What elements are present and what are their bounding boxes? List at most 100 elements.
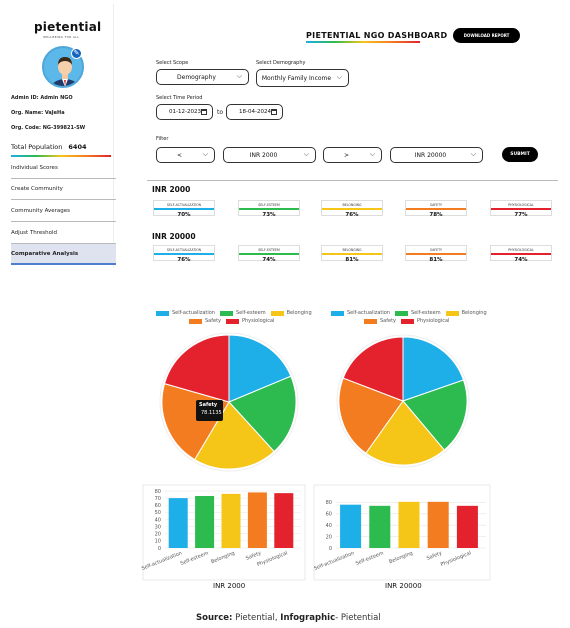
logo-tagline: WELLBEING FOR ALL	[43, 35, 80, 39]
pie-slice-physiological	[163, 334, 230, 403]
calendar-icon[interactable]	[271, 109, 277, 115]
score-card: BELONGING 81%	[321, 245, 383, 263]
pie-slice-physiological	[342, 336, 404, 402]
sidebar-item-create-community[interactable]: Create Community	[11, 179, 116, 200]
download-report-button[interactable]: DOWNLOAD REPORT	[453, 28, 520, 43]
score-card-value: 74%	[262, 257, 276, 263]
app-logo: pietential	[34, 20, 102, 34]
score-card-label: SELF-ESTEEM	[258, 248, 280, 252]
tooltip-value: 78.1135	[201, 410, 222, 416]
sidebar-item-comparative-analysis[interactable]: Comparative Analysis	[11, 244, 116, 265]
income-select-1-value: INR 2000	[249, 151, 278, 159]
submit-button[interactable]: SUBMIT	[502, 147, 538, 162]
legend-label: Safety	[205, 318, 221, 324]
legend-label: Physiological	[417, 318, 450, 324]
pie-tooltip: Safety 78.1135	[196, 400, 223, 421]
y-tick-label: 80	[326, 500, 332, 506]
legend-swatch	[219, 310, 233, 316]
bar-belonging	[221, 493, 241, 548]
y-tick-label: 20	[155, 532, 161, 538]
y-tick-label: 60	[326, 512, 332, 518]
income-select-1[interactable]: INR 2000 ⌵	[223, 147, 316, 163]
legend-swatch	[445, 310, 459, 316]
admin-id: Admin ID: Admin NGO	[11, 95, 73, 101]
pie-slice-belonging	[194, 401, 275, 470]
filter-label: Filter	[156, 136, 169, 142]
chevron-down-icon: ⌵	[336, 73, 342, 81]
chevron-down-icon: ⌵	[303, 150, 309, 158]
y-tick-label: 30	[155, 524, 161, 530]
score-card-label: PHYSIOLOGICAL	[508, 248, 534, 252]
legend-swatch	[401, 318, 414, 324]
score-card-bar	[322, 253, 382, 255]
org-name: Org. Name: VaJeHa	[11, 110, 65, 116]
legend-label: Self-esteem	[235, 310, 266, 316]
pie-slice-self-esteem	[228, 375, 297, 453]
score-card-value: 76%	[177, 257, 191, 263]
sidebar-item-community-averages[interactable]: Community Averages	[11, 201, 116, 222]
legend-swatch	[331, 310, 344, 316]
calendar-icon[interactable]	[201, 109, 207, 115]
chevron-down-icon: ⌵	[470, 150, 476, 158]
score-card: SAFETY 81%	[405, 245, 467, 263]
y-tick-label: 0	[329, 546, 332, 552]
y-tick-label: 0	[158, 546, 161, 552]
score-card: BELONGING 76%	[321, 200, 383, 218]
legend-swatch	[156, 310, 169, 316]
demography-select-value: Monthly Family Income	[261, 74, 332, 82]
score-card-value: 78%	[429, 212, 443, 218]
score-card-label: SELF-ACTUALIZATION	[166, 203, 202, 207]
score-card-bar	[154, 208, 214, 210]
edit-avatar-icon[interactable]: ✎	[71, 48, 82, 59]
legend-label: Safety	[380, 318, 396, 324]
income-select-2-value: INR 20000	[414, 151, 447, 159]
section-divider	[147, 180, 558, 181]
sidebar: pietential WELLBEING FOR ALL ✎ Admin ID:…	[4, 4, 116, 268]
score-card-label: BELONGING	[342, 248, 362, 252]
score-card-label: SELF-ESTEEM	[258, 203, 280, 207]
y-tick-label: 70	[155, 496, 161, 502]
score-card-bar	[239, 208, 299, 210]
scope-label: Select Scope	[156, 60, 189, 66]
score-card: SELF-ACTUALIZATION 76%	[153, 245, 215, 263]
score-card-label: PHYSIOLOGICAL	[508, 203, 534, 207]
y-tick-label: 40	[326, 523, 332, 529]
bar-self-esteem	[195, 495, 215, 548]
score-card-value: 74%	[514, 257, 528, 263]
date-range-separator: to	[217, 109, 224, 116]
total-population: Total Population 6404	[11, 143, 87, 151]
x-tick-label: Safety	[245, 550, 262, 562]
score-card-label: SAFETY	[429, 248, 442, 252]
source-line: Source: Pietential, Infographic- Pietent…	[196, 613, 381, 623]
operator-select-2[interactable]: > ⌵	[323, 147, 382, 163]
title-underline	[306, 41, 420, 43]
source-text-2: - Pietential	[335, 613, 381, 623]
legend-label: Physiological	[242, 318, 275, 324]
legend-swatch	[189, 318, 202, 324]
scope-select[interactable]: Demography ⌵	[156, 69, 249, 85]
legend-label: Belonging	[461, 310, 487, 316]
legend-swatch	[394, 310, 408, 316]
bar-self-esteem	[369, 505, 391, 548]
date-to-input[interactable]: 18-04-2024	[226, 104, 283, 120]
x-tick-label: Safety	[426, 550, 443, 562]
demography-select[interactable]: Monthly Family Income ⌵	[256, 69, 349, 87]
date-from-input[interactable]: 01-12-2023	[156, 104, 213, 120]
source-text-1: Pietential,	[232, 613, 281, 623]
bar-self-actualization	[340, 504, 362, 548]
group-title-1: INR 2000	[152, 185, 191, 194]
source-prefix: Source:	[196, 613, 233, 623]
bar-physiological	[456, 505, 478, 548]
legend-right-row2: Safety Physiological	[364, 318, 449, 324]
score-card-label: SELF-ACTUALIZATION	[166, 248, 202, 252]
pie-slice-self-actualization	[228, 334, 292, 403]
source-bold: Infographic	[280, 613, 336, 623]
score-card-value: 73%	[262, 212, 276, 218]
income-select-2[interactable]: INR 20000 ⌵	[390, 147, 483, 163]
sidebar-item-adjust-threshold[interactable]: Adjust Threshold	[11, 223, 116, 244]
sidebar-item-individual-scores[interactable]: Individual Scores	[11, 158, 116, 179]
operator-select-1[interactable]: < ⌵	[156, 147, 215, 163]
score-card-label: BELONGING	[342, 203, 362, 207]
bar-safety	[427, 501, 449, 548]
avatar[interactable]	[42, 46, 84, 88]
